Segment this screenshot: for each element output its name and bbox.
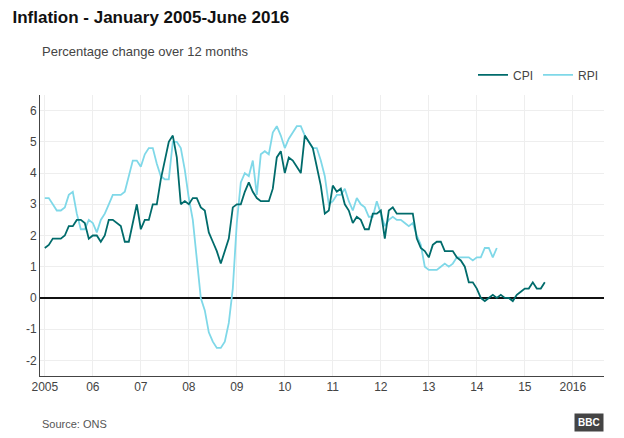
svg-text:07: 07 <box>134 380 148 394</box>
svg-text:BBC: BBC <box>578 417 600 428</box>
svg-text:2: 2 <box>30 229 37 243</box>
svg-text:10: 10 <box>278 380 292 394</box>
svg-text:5: 5 <box>30 135 37 149</box>
svg-text:2016: 2016 <box>559 380 586 394</box>
svg-text:3: 3 <box>30 197 37 211</box>
svg-text:09: 09 <box>230 380 244 394</box>
svg-text:-1: -1 <box>26 322 37 336</box>
svg-text:15: 15 <box>518 380 532 394</box>
svg-text:2005: 2005 <box>31 380 58 394</box>
svg-text:Inflation - January 2005-June: Inflation - January 2005-June 2016 <box>12 8 289 27</box>
svg-text:06: 06 <box>86 380 100 394</box>
svg-text:6: 6 <box>30 104 37 118</box>
svg-text:Source: ONS: Source: ONS <box>42 418 107 430</box>
svg-text:08: 08 <box>182 380 196 394</box>
svg-text:14: 14 <box>470 380 484 394</box>
svg-text:-2: -2 <box>26 354 37 368</box>
svg-text:Percentage change over 12 mont: Percentage change over 12 months <box>42 44 248 59</box>
svg-text:RPI: RPI <box>578 69 598 83</box>
svg-text:11: 11 <box>327 380 340 394</box>
svg-text:0: 0 <box>30 291 37 305</box>
svg-text:12: 12 <box>374 380 388 394</box>
svg-text:13: 13 <box>422 380 436 394</box>
svg-text:1: 1 <box>30 260 37 274</box>
svg-text:4: 4 <box>30 166 37 180</box>
svg-text:CPI: CPI <box>513 69 533 83</box>
